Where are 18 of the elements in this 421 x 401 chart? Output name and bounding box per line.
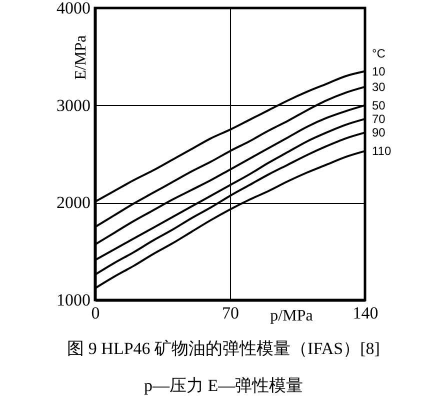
x-axis-title: p/MPa bbox=[270, 308, 313, 324]
series-label: 90 bbox=[372, 126, 386, 140]
y-tick-label: 4000 bbox=[56, 0, 90, 18]
series-label: 110 bbox=[372, 144, 392, 158]
y-tick-label: 1000 bbox=[56, 290, 90, 310]
x-tick-label: 70 bbox=[222, 304, 239, 322]
text: p—压力 E—弹性模量 bbox=[144, 376, 304, 395]
x-tick-label: 0 bbox=[91, 304, 100, 322]
series-label: 70 bbox=[372, 112, 386, 126]
y-tick-label: 2000 bbox=[56, 193, 90, 212]
legend-title: °C bbox=[372, 46, 386, 60]
series-label: 10 bbox=[372, 64, 386, 78]
text: 图 9 HLP46 矿物油的弹性模量（IFAS）[8] bbox=[67, 339, 380, 358]
series-label: 30 bbox=[372, 80, 386, 94]
y-axis-title: E/MPa bbox=[72, 35, 90, 80]
series-label: 50 bbox=[372, 98, 386, 112]
x-tick-label: 140 bbox=[352, 304, 378, 322]
y-tick-label: 3000 bbox=[56, 96, 90, 115]
